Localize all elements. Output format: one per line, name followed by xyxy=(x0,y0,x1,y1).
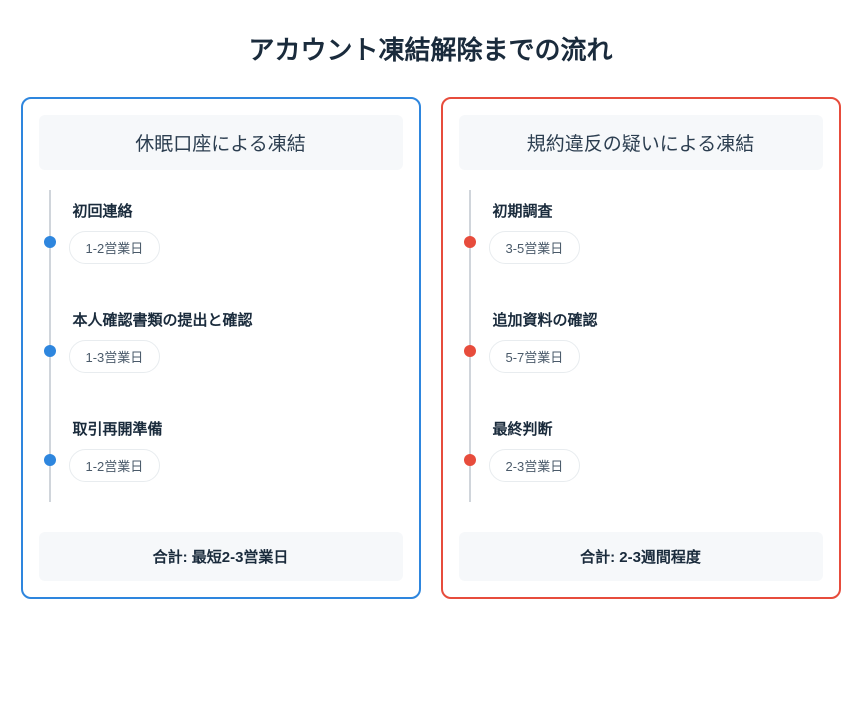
step-title: 本人確認書類の提出と確認 xyxy=(69,309,403,330)
panel-1: 規約違反の疑いによる凍結初期調査 3-5営業日追加資料の確認 5-7営業日最終判断 2… xyxy=(441,97,841,599)
timeline: 初回連絡1-2営業日本人確認書類の提出と確認1-3営業日取引再開準備1-2営業日 xyxy=(39,190,403,502)
step-duration-badge: 2-3営業日 xyxy=(489,449,581,482)
step-dot-icon xyxy=(44,236,56,248)
step-title: 初回連絡 xyxy=(69,200,403,221)
step-duration-badge: 1-2営業日 xyxy=(69,449,161,482)
step-dot-icon xyxy=(464,454,476,466)
panel-footer: 合計: 2-3週間程度 xyxy=(459,532,823,581)
step-duration-badge: 3-5営業日 xyxy=(489,231,581,264)
panel-footer: 合計: 最短2-3営業日 xyxy=(39,532,403,581)
step-title: 取引再開準備 xyxy=(69,418,403,439)
timeline-step: 初期調査 3-5営業日 xyxy=(489,200,823,264)
step-dot-icon xyxy=(44,345,56,357)
panel-0: 休眠口座による凍結初回連絡1-2営業日本人確認書類の提出と確認1-3営業日取引再… xyxy=(21,97,421,599)
step-title: 最終判断 xyxy=(489,418,823,439)
timeline-step: 取引再開準備 1-2営業日 xyxy=(69,418,403,482)
step-dot-icon xyxy=(44,454,56,466)
timeline-step: 本人確認書類の提出と確認 1-3営業日 xyxy=(69,309,403,373)
step-title: 追加資料の確認 xyxy=(489,309,823,330)
step-dot-icon xyxy=(464,236,476,248)
step-duration-badge: 1-2営業日 xyxy=(69,231,161,264)
step-duration-badge: 5-7営業日 xyxy=(489,340,581,373)
panels-row: 休眠口座による凍結初回連絡1-2営業日本人確認書類の提出と確認1-3営業日取引再… xyxy=(20,97,841,599)
timeline-step: 追加資料の確認 5-7営業日 xyxy=(489,309,823,373)
panel-header: 休眠口座による凍結 xyxy=(39,115,403,170)
step-dot-icon xyxy=(464,345,476,357)
page-title: アカウント凍結解除までの流れ xyxy=(20,30,841,67)
panel-header: 規約違反の疑いによる凍結 xyxy=(459,115,823,170)
timeline-step: 最終判断 2-3営業日 xyxy=(489,418,823,482)
timeline-step: 初回連絡 1-2営業日 xyxy=(69,200,403,264)
timeline: 初期調査 3-5営業日追加資料の確認 5-7営業日最終判断 2-3営業日 xyxy=(459,190,823,502)
step-title: 初期調査 xyxy=(489,200,823,221)
step-duration-badge: 1-3営業日 xyxy=(69,340,161,373)
